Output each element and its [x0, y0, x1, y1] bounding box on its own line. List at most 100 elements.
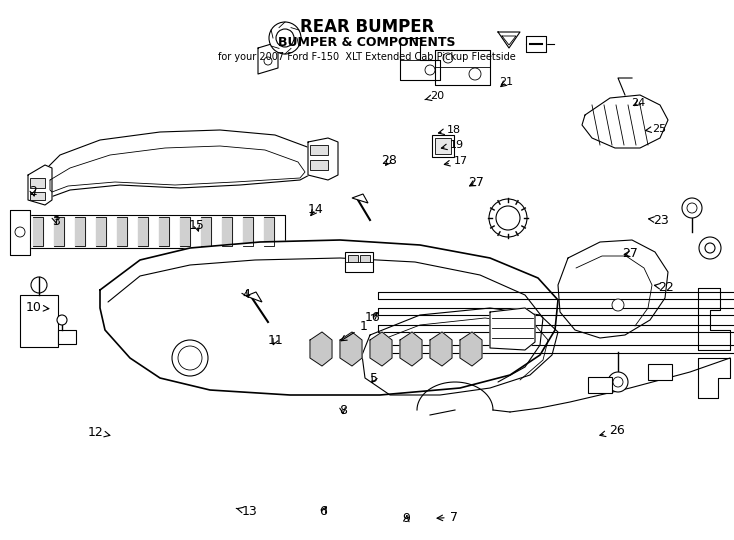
Polygon shape	[698, 288, 730, 350]
Polygon shape	[258, 42, 278, 74]
Bar	[432, 135, 454, 157]
Polygon shape	[243, 217, 253, 246]
Bar	[648, 364, 672, 380]
Polygon shape	[460, 332, 482, 366]
Bar	[348, 255, 358, 262]
Text: 8: 8	[339, 404, 346, 417]
Polygon shape	[340, 332, 362, 366]
Polygon shape	[201, 217, 211, 246]
Text: 5: 5	[371, 372, 378, 384]
Circle shape	[443, 53, 453, 63]
Circle shape	[469, 68, 481, 80]
Circle shape	[264, 57, 272, 65]
Text: 1: 1	[341, 320, 367, 341]
Text: 14: 14	[308, 203, 324, 216]
Polygon shape	[159, 217, 169, 246]
Text: for your 2007 Ford F-150  XLT Extended Cab Pickup Fleetside: for your 2007 Ford F-150 XLT Extended Ca…	[218, 52, 516, 62]
Text: 2: 2	[29, 185, 37, 198]
Polygon shape	[526, 36, 546, 52]
Bar	[310, 160, 328, 170]
Bar	[30, 178, 45, 188]
Polygon shape	[370, 332, 392, 366]
Text: REAR BUMPER: REAR BUMPER	[299, 18, 435, 36]
Circle shape	[612, 299, 624, 311]
Text: 6: 6	[319, 505, 327, 518]
Text: 28: 28	[381, 154, 397, 167]
Text: 18: 18	[438, 125, 461, 134]
Polygon shape	[100, 240, 558, 395]
Circle shape	[682, 198, 702, 218]
Text: 26: 26	[600, 424, 625, 437]
Text: 3: 3	[52, 215, 59, 228]
Polygon shape	[378, 308, 734, 315]
Polygon shape	[96, 217, 106, 246]
Polygon shape	[558, 240, 668, 338]
Polygon shape	[378, 345, 734, 353]
Polygon shape	[435, 50, 490, 85]
Polygon shape	[362, 308, 558, 395]
Text: 9: 9	[403, 512, 410, 525]
Bar	[310, 145, 328, 155]
Text: 19: 19	[441, 140, 464, 150]
Circle shape	[57, 315, 67, 325]
Circle shape	[178, 346, 202, 370]
Polygon shape	[264, 217, 274, 246]
Text: 27: 27	[622, 247, 638, 260]
Polygon shape	[490, 308, 535, 350]
Polygon shape	[75, 217, 85, 246]
Polygon shape	[40, 130, 320, 198]
Bar	[20, 295, 58, 347]
Bar	[588, 377, 612, 393]
Text: 4: 4	[242, 288, 250, 301]
Circle shape	[31, 277, 47, 293]
Text: BUMPER & COMPONENTS: BUMPER & COMPONENTS	[278, 36, 456, 49]
Polygon shape	[378, 325, 734, 332]
Circle shape	[705, 243, 715, 253]
Polygon shape	[28, 165, 52, 205]
Polygon shape	[138, 217, 148, 246]
Text: 21: 21	[499, 77, 514, 87]
Bar	[58, 330, 76, 344]
Text: 15: 15	[189, 219, 205, 232]
Circle shape	[699, 237, 721, 259]
Polygon shape	[180, 217, 190, 246]
Polygon shape	[222, 217, 232, 246]
Text: 11: 11	[267, 334, 283, 347]
Polygon shape	[308, 138, 338, 180]
Polygon shape	[352, 194, 368, 203]
Polygon shape	[498, 32, 520, 48]
Text: 24: 24	[631, 98, 646, 107]
Polygon shape	[378, 292, 734, 299]
Polygon shape	[246, 292, 262, 302]
Text: 10: 10	[26, 301, 49, 314]
Polygon shape	[54, 217, 64, 246]
Polygon shape	[430, 332, 452, 366]
Bar	[360, 255, 370, 262]
Text: 20: 20	[425, 91, 445, 101]
Circle shape	[425, 65, 435, 75]
Polygon shape	[400, 38, 440, 80]
Text: 27: 27	[468, 176, 484, 189]
Polygon shape	[15, 215, 285, 248]
Bar	[30, 192, 45, 200]
Circle shape	[613, 377, 623, 387]
Circle shape	[269, 22, 301, 54]
Circle shape	[608, 372, 628, 392]
Bar	[345, 252, 373, 272]
Text: 7: 7	[437, 511, 457, 524]
Polygon shape	[698, 358, 730, 398]
Polygon shape	[400, 332, 422, 366]
Text: 16: 16	[365, 311, 381, 324]
Circle shape	[276, 29, 294, 47]
Circle shape	[496, 206, 520, 230]
Polygon shape	[10, 210, 30, 255]
Circle shape	[687, 203, 697, 213]
Text: 23: 23	[649, 214, 669, 227]
Polygon shape	[310, 332, 332, 366]
Text: 12: 12	[87, 426, 110, 438]
Polygon shape	[33, 217, 43, 246]
Circle shape	[15, 227, 25, 237]
Circle shape	[489, 199, 527, 237]
Text: 13: 13	[236, 505, 258, 518]
Polygon shape	[117, 217, 127, 246]
